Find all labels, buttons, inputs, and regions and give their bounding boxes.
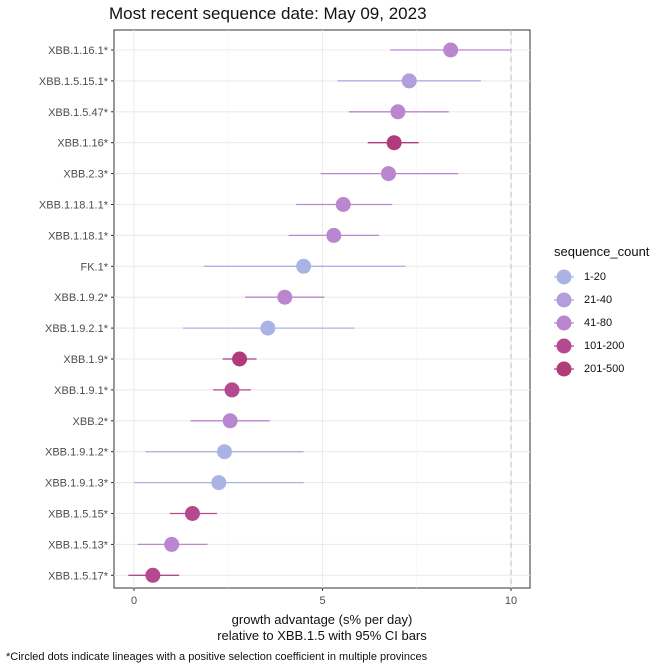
footnote: *Circled dots indicate lineages with a p…: [6, 651, 428, 663]
y-tick-label: XBB.1.18.1*: [48, 230, 109, 242]
y-tick-label: XBB.1.9*: [63, 354, 108, 366]
data-point: [184, 506, 200, 521]
legend-title: sequence_count: [554, 244, 650, 259]
y-tick-label: XBB.1.9.1.2*: [45, 447, 109, 459]
data-point: [164, 536, 180, 552]
legend-label-3: 101-200: [584, 340, 625, 352]
legend-keys: [554, 269, 574, 377]
y-tick-label: XBB.2.3*: [63, 169, 108, 181]
data-point: [386, 135, 402, 151]
y-tick-label: XBB.1.9.1*: [54, 385, 109, 397]
y-tick-label: FK.1*: [80, 261, 108, 273]
x-tick-label: 10: [505, 595, 517, 607]
x-tick-label: 0: [131, 595, 137, 607]
data-point: [380, 166, 396, 182]
chart-title: Most recent sequence date: May 09, 2023: [109, 4, 427, 23]
y-tick-label: XBB.1.16.1*: [48, 45, 109, 57]
y-tick-label: XBB.1.18.1.1*: [39, 200, 109, 212]
x-axis-label-2: relative to XBB.1.5 with 95% CI bars: [217, 628, 427, 643]
data-point: [390, 104, 406, 120]
legend-label-1: 21-40: [584, 294, 613, 306]
legend-key-dot: [556, 292, 572, 308]
y-tick-label: XBB.1.5.15.1*: [39, 76, 109, 88]
legend-key-dot: [556, 338, 572, 354]
y-tick-label: XBB.1.9.2*: [54, 292, 109, 304]
data-point: [296, 258, 312, 274]
y-tick-label: XBB.1.9.1.3*: [45, 478, 109, 490]
data-point: [222, 413, 238, 429]
y-tick-label: XBB.1.5.47*: [48, 107, 109, 119]
legend-key-dot: [556, 361, 572, 377]
data-point: [277, 289, 293, 305]
points: [145, 42, 459, 583]
data-point: [326, 227, 342, 243]
data-point: [401, 73, 417, 89]
y-tick-label: XBB.1.16*: [57, 138, 108, 150]
data-point: [260, 320, 276, 336]
y-tick-label: XBB.1.5.13*: [48, 539, 109, 551]
data-point: [211, 475, 227, 491]
data-point: [443, 42, 459, 58]
x-axis-label: growth advantage (s% per day): [231, 612, 413, 627]
x-tick-label: 5: [319, 595, 325, 607]
legend-label-4: 201-500: [584, 363, 625, 375]
y-tick-label: XBB.1.9.2.1*: [45, 323, 109, 335]
legend-label-2: 41-80: [584, 317, 613, 329]
x-tick-labels: 0 5 10: [131, 588, 517, 607]
y-tick-label: XBB.1.5.17*: [48, 570, 109, 582]
y-tick-label: XBB.2*: [73, 416, 109, 428]
legend-key-dot: [556, 269, 572, 285]
legend-key-dot: [556, 315, 572, 331]
y-tick-label: XBB.1.5.15*: [48, 509, 109, 521]
data-point: [335, 197, 351, 212]
data-point: [216, 444, 232, 460]
data-point: [145, 567, 161, 583]
legend-label-0: 1-20: [584, 271, 607, 283]
data-point: [232, 351, 248, 367]
data-point: [224, 382, 240, 398]
y-tick-labels: XBB.1.16.1* XBB.1.5.15.1* XBB.1.5.47* XBB.1…: [39, 45, 114, 582]
